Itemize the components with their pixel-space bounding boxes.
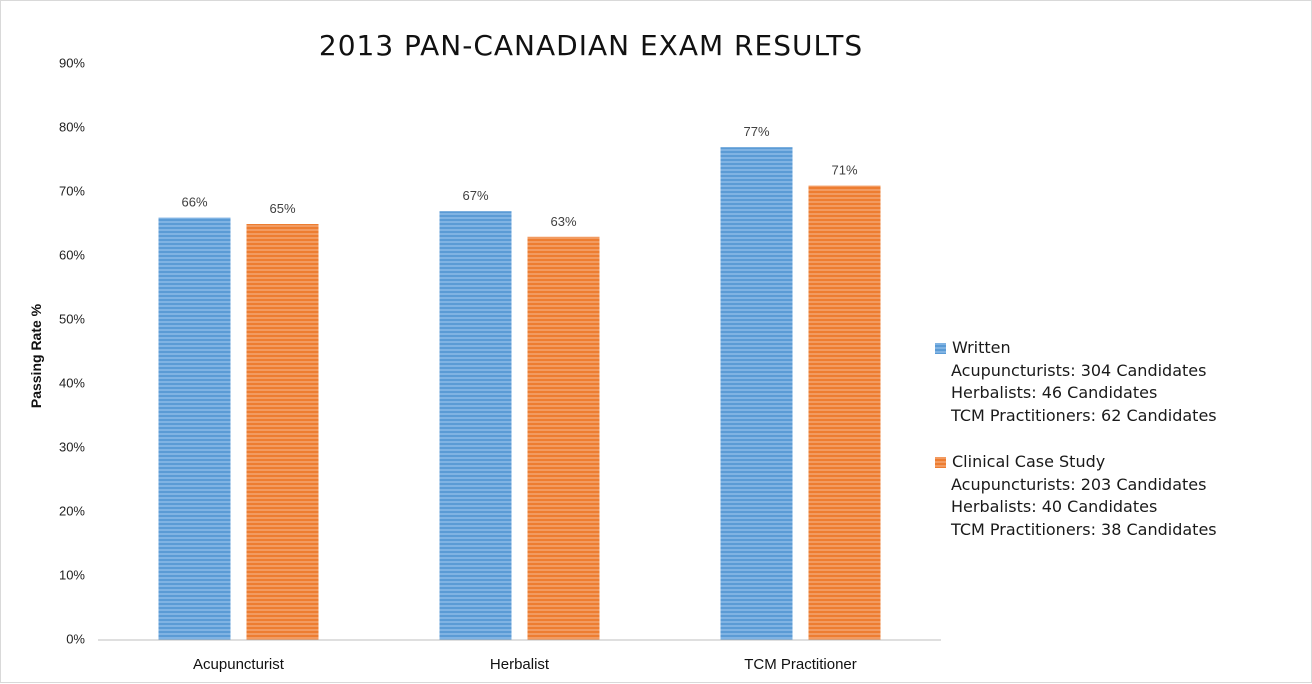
x-axis-ticks: Acupuncturist Herbalist TCM Practitioner bbox=[193, 656, 857, 673]
legend-detail-written-tcm-practitioners: TCM Practitioners: 62 Candidates bbox=[951, 406, 1217, 426]
legend-label-written: Written bbox=[952, 338, 1011, 357]
legend: Written Acupuncturists: 304 Candidates H… bbox=[935, 337, 1265, 542]
legend-header-written: Written bbox=[935, 337, 1265, 360]
y-tick-label: 70% bbox=[59, 183, 85, 198]
bar bbox=[808, 185, 881, 640]
x-tick-label: Herbalist bbox=[490, 656, 550, 673]
chart-title: 2013 PAN-CANADIAN EXAM RESULTS bbox=[318, 29, 864, 62]
legend-detail-clinical-herbalists: Herbalists: 40 Candidates bbox=[951, 497, 1158, 517]
bar bbox=[527, 236, 600, 641]
data-label: 77% bbox=[743, 124, 769, 139]
y-tick-label: 60% bbox=[59, 247, 85, 262]
legend-label-clinical-case-study: Clinical Case Study bbox=[952, 451, 1106, 471]
y-tick-label: 40% bbox=[59, 375, 85, 390]
legend-item-written: Written Acupuncturists: 304 Candidates H… bbox=[935, 337, 1265, 428]
legend-detail-written-acupuncturists: Acupuncturists: 304 Candidates bbox=[951, 360, 1207, 380]
legend-detail-clinical-tcm-practitioners: TCM Practitioners: 38 Candidates bbox=[951, 519, 1217, 539]
y-tick-label: 0% bbox=[66, 631, 85, 646]
legend-swatch-clinical-case-study bbox=[935, 456, 946, 468]
legend-details-clinical-case-study: Acupuncturists: 203 Candidates Herbalist… bbox=[935, 474, 1265, 542]
bars bbox=[158, 147, 881, 641]
data-label: 67% bbox=[462, 188, 488, 203]
legend-header-clinical-case-study: Clinical Case Study bbox=[935, 451, 1265, 474]
data-labels: 66% 65% 67% 63% 77% 71% bbox=[181, 124, 857, 229]
bar bbox=[246, 224, 319, 640]
y-tick-label: 10% bbox=[59, 567, 85, 582]
bar bbox=[439, 211, 512, 640]
y-tick-label: 30% bbox=[59, 439, 85, 454]
x-tick-label: Acupuncturist bbox=[193, 656, 285, 673]
data-label: 66% bbox=[181, 195, 207, 210]
y-tick-label: 80% bbox=[59, 119, 85, 134]
legend-detail-written-herbalists: Herbalists: 46 Candidates bbox=[951, 383, 1158, 403]
data-label: 63% bbox=[550, 214, 576, 229]
y-tick-label: 90% bbox=[59, 55, 85, 70]
legend-swatch-written bbox=[935, 342, 946, 354]
y-tick-label: 50% bbox=[59, 311, 85, 326]
legend-item-clinical-case-study: Clinical Case Study Acupuncturists: 203 … bbox=[935, 451, 1265, 542]
data-label: 71% bbox=[831, 163, 857, 178]
bar bbox=[720, 147, 793, 640]
data-label: 65% bbox=[269, 201, 295, 216]
x-tick-label: TCM Practitioner bbox=[744, 656, 857, 673]
y-axis-ticks: 0% 10% 20% 30% 40% 50% 60% 70% 80% 90% bbox=[59, 55, 85, 646]
bar bbox=[158, 217, 231, 640]
legend-detail-clinical-acupuncturists: Acupuncturists: 203 Candidates bbox=[951, 474, 1207, 494]
legend-details-written: Acupuncturists: 304 Candidates Herbalist… bbox=[935, 360, 1265, 428]
y-tick-label: 20% bbox=[59, 503, 85, 518]
